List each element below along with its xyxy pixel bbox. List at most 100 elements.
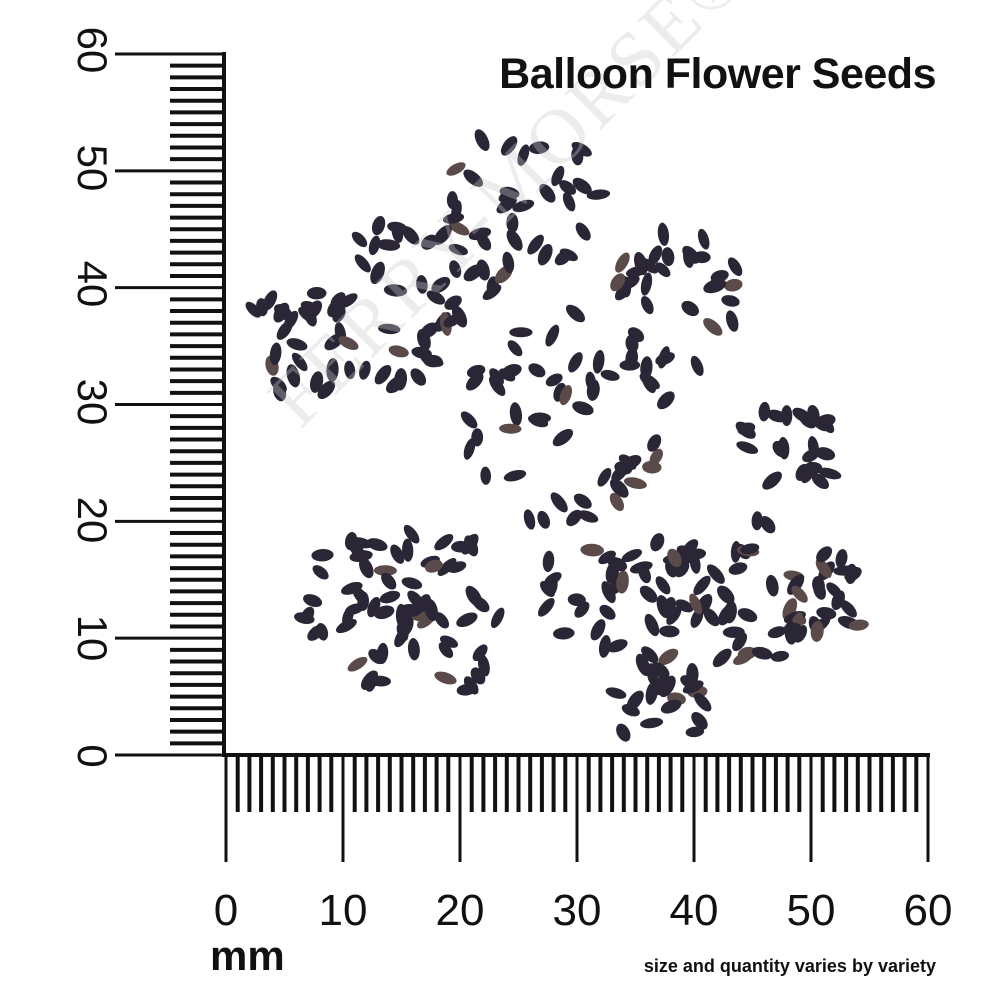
seed — [727, 257, 743, 277]
seed — [810, 620, 824, 642]
seed — [434, 612, 450, 629]
seed — [660, 699, 682, 714]
seed — [424, 598, 438, 622]
seed — [835, 549, 848, 569]
vertical-label-60: 60 — [69, 26, 116, 74]
seed — [424, 559, 443, 573]
seed — [527, 234, 544, 255]
seed — [597, 468, 612, 487]
seed — [802, 448, 820, 463]
seed — [379, 590, 401, 604]
seed — [489, 368, 504, 386]
seed — [448, 243, 468, 256]
seed — [685, 726, 705, 738]
seed — [344, 360, 356, 380]
seed — [474, 129, 490, 151]
seed — [344, 603, 365, 615]
seed — [567, 593, 586, 607]
seed — [402, 538, 414, 562]
seed — [840, 600, 857, 618]
seed — [598, 550, 616, 565]
seed — [286, 338, 308, 351]
seed — [572, 401, 594, 416]
seed — [611, 465, 628, 482]
seed — [545, 373, 563, 387]
seed — [728, 562, 748, 575]
seed — [724, 278, 743, 292]
seed — [642, 460, 662, 474]
seed — [706, 564, 725, 584]
seed — [545, 324, 560, 347]
seed — [626, 690, 644, 711]
seed — [378, 323, 401, 335]
seed — [638, 564, 651, 584]
seed — [553, 627, 575, 640]
seed — [598, 635, 611, 658]
seed — [571, 146, 584, 166]
seed — [691, 712, 708, 730]
seed — [666, 605, 682, 625]
horizontal-label-50: 50 — [786, 886, 836, 935]
unit-label: mm — [210, 932, 285, 979]
seed — [693, 575, 711, 596]
seed — [626, 266, 647, 278]
seed — [423, 354, 443, 368]
seed — [621, 549, 642, 563]
seed — [381, 572, 397, 590]
seed — [575, 222, 591, 241]
seed — [324, 333, 344, 351]
seed — [499, 423, 522, 434]
seed — [449, 260, 462, 278]
seed — [480, 466, 492, 485]
horizontal-label-40: 40 — [669, 886, 719, 935]
seed — [751, 511, 763, 531]
seed — [547, 574, 558, 596]
seed — [730, 541, 741, 563]
seed — [645, 681, 659, 705]
seed — [690, 355, 704, 376]
seed — [327, 300, 342, 318]
seed — [448, 221, 470, 236]
seed — [370, 261, 385, 285]
seed — [446, 162, 466, 176]
seed — [639, 257, 659, 274]
seed — [659, 675, 676, 698]
seed — [791, 585, 808, 603]
seed — [599, 604, 616, 620]
seed — [815, 558, 832, 578]
seed — [815, 447, 836, 461]
seed — [703, 608, 720, 627]
seed — [689, 593, 703, 615]
seed — [373, 565, 397, 576]
seed — [640, 296, 654, 315]
seed — [347, 656, 368, 672]
seed — [303, 594, 323, 608]
seed — [663, 596, 676, 615]
seed — [658, 648, 679, 666]
seed — [798, 412, 817, 429]
seed — [300, 300, 321, 315]
seed — [498, 188, 517, 203]
seed — [562, 192, 576, 212]
seed — [787, 574, 805, 595]
seed — [359, 557, 374, 579]
seed — [710, 270, 729, 283]
seed — [410, 368, 427, 386]
seed — [376, 239, 401, 251]
seed — [306, 286, 327, 300]
seed — [300, 606, 315, 624]
seed — [568, 352, 583, 373]
seed — [364, 672, 377, 692]
seed — [717, 585, 735, 604]
disclaimer-note: size and quantity varies by variety — [643, 956, 936, 976]
seed — [401, 577, 423, 590]
seed — [559, 180, 577, 195]
seed — [245, 301, 262, 318]
vertical-label-40: 40 — [69, 260, 116, 308]
page-title: Balloon Flower Seeds — [499, 50, 936, 98]
seed — [655, 262, 671, 278]
vertical-label-30: 30 — [69, 378, 116, 426]
seed — [765, 574, 779, 597]
seed — [625, 334, 639, 353]
